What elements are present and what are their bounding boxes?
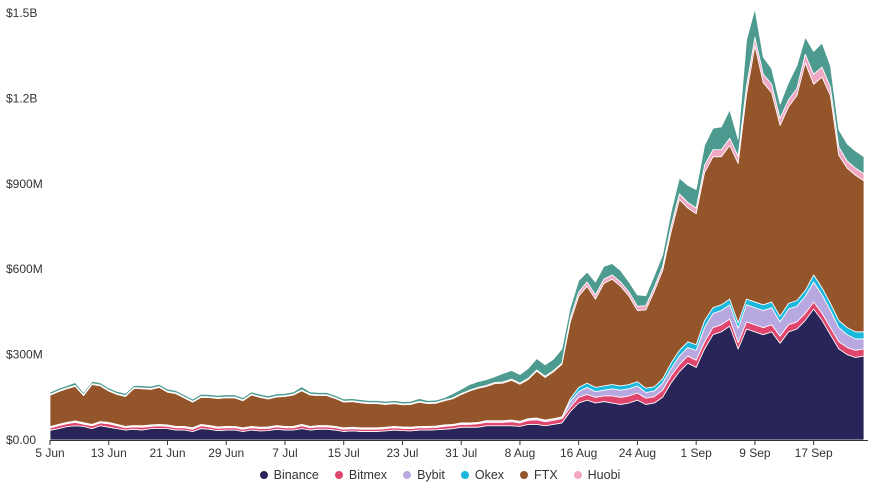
- x-tick-label: 17 Sep: [795, 446, 833, 460]
- legend-label: Binance: [273, 468, 319, 482]
- y-axis: $0.00 $300M $600M $900M $1.2B $1.5B: [6, 6, 43, 447]
- y-tick-label: $300M: [6, 348, 43, 362]
- x-tick-label: 21 Jun: [149, 446, 185, 460]
- legend-item-ftx[interactable]: FTX: [520, 468, 558, 482]
- x-tick-label: 5 Jun: [35, 446, 64, 460]
- legend-label: Huobi: [587, 468, 621, 482]
- x-tick-label: 1 Sep: [680, 446, 712, 460]
- legend-item-bybit[interactable]: Bybit: [403, 468, 445, 482]
- x-tick-label: 23 Jul: [386, 446, 418, 460]
- legend-label: FTX: [534, 468, 558, 482]
- y-tick-label: $600M: [6, 262, 43, 276]
- series-area-other: [49, 8, 865, 405]
- x-tick-label: 9 Sep: [739, 446, 771, 460]
- y-tick-label: $1.5B: [6, 6, 37, 20]
- y-tick-label: $0.00: [6, 433, 36, 447]
- legend-swatch: [460, 471, 469, 479]
- x-tick-label: 7 Jul: [272, 446, 297, 460]
- y-tick-label: $1.2B: [6, 91, 37, 105]
- x-tick-label: 31 Jul: [445, 446, 477, 460]
- x-tick-label: 15 Jul: [328, 446, 360, 460]
- x-tick-label: 16 Aug: [560, 446, 597, 460]
- legend-swatch: [259, 471, 268, 479]
- legend-swatch: [403, 471, 412, 479]
- legend: Binance Bitmex Bybit Okex FTX Huobi: [0, 468, 880, 482]
- legend-item-binance[interactable]: Binance: [259, 468, 319, 482]
- legend-label: Okex: [474, 468, 505, 482]
- x-tick-label: 8 Aug: [505, 446, 536, 460]
- legend-swatch: [573, 471, 582, 479]
- x-axis: 5 Jun 13 Jun 21 Jun 29 Jun 7 Jul 15 Jul 23 Jul…: [35, 440, 833, 460]
- y-tick-label: $900M: [6, 177, 43, 191]
- legend-swatch: [520, 471, 529, 479]
- legend-swatch: [334, 471, 343, 479]
- legend-item-huobi[interactable]: Huobi: [573, 468, 621, 482]
- legend-label: Bitmex: [348, 468, 388, 482]
- legend-item-bitmex[interactable]: Bitmex: [334, 468, 388, 482]
- legend-label: Bybit: [417, 468, 445, 482]
- x-tick-label: 24 Aug: [619, 446, 656, 460]
- legend-item-okex[interactable]: Okex: [460, 468, 505, 482]
- x-tick-label: 13 Jun: [91, 446, 127, 460]
- x-tick-label: 29 Jun: [208, 446, 244, 460]
- series-areas: [49, 8, 865, 441]
